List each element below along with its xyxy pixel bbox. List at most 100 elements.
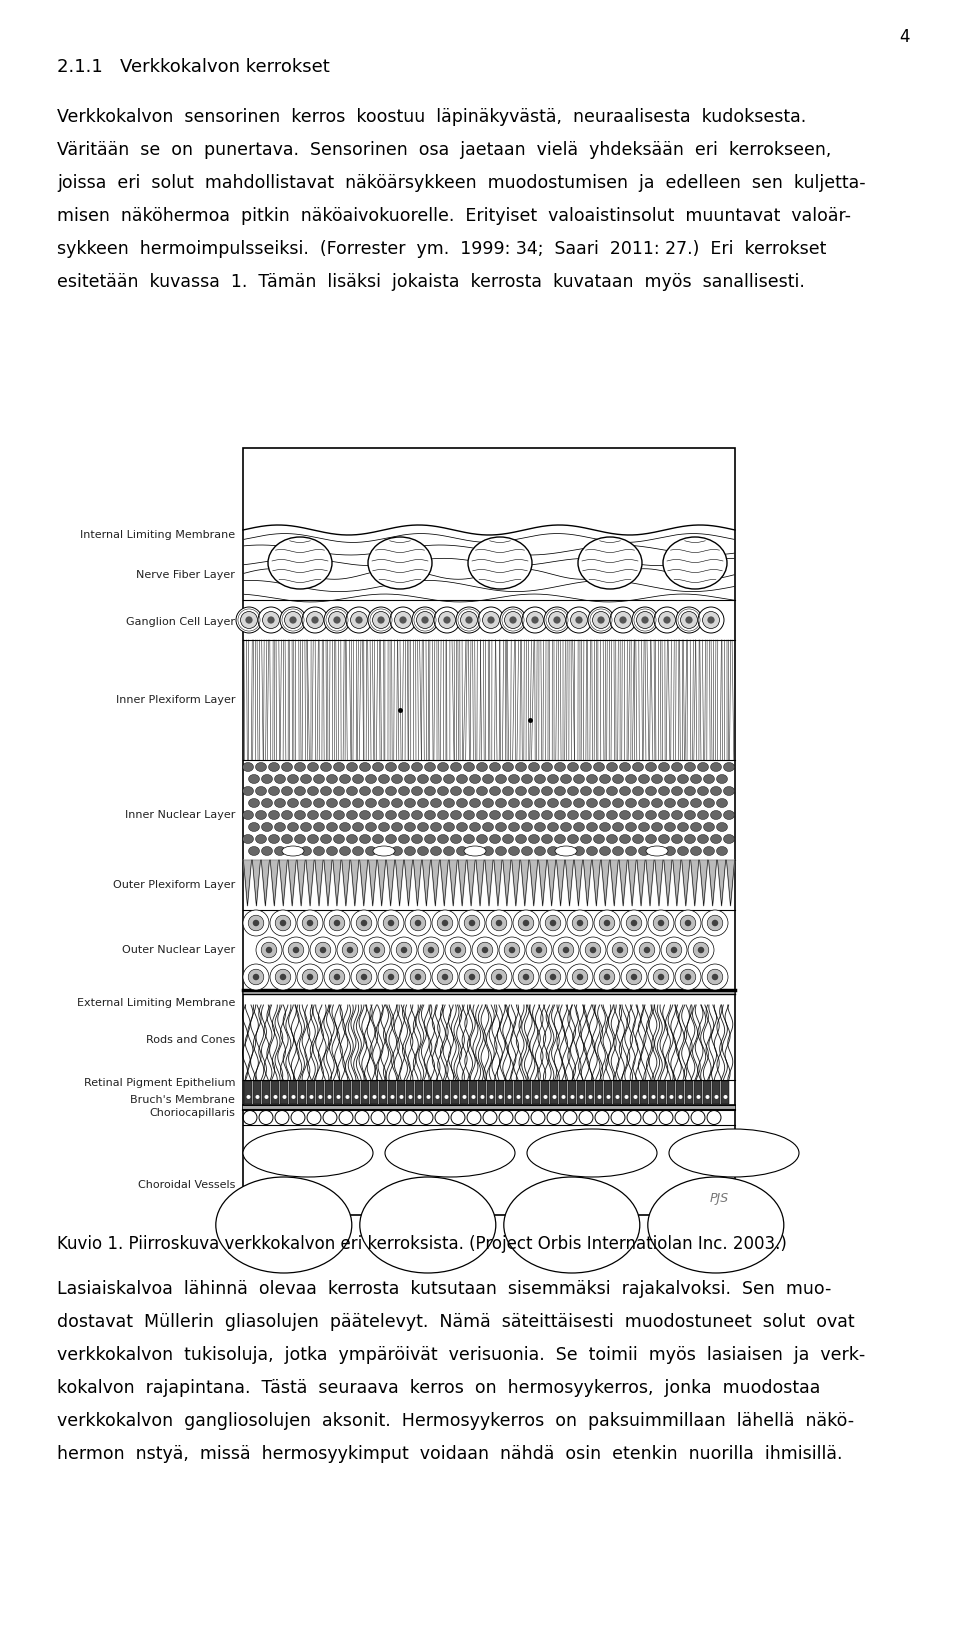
Ellipse shape [638, 823, 650, 831]
Circle shape [410, 916, 426, 931]
Text: misen  näköhermoa  pitkin  näköaivokuorelle.  Erityiset  valoaistinsolut  muunta: misen näköhermoa pitkin näköaivokuorelle… [57, 207, 851, 225]
Ellipse shape [504, 1176, 639, 1272]
Polygon shape [396, 861, 403, 906]
Ellipse shape [527, 1129, 657, 1176]
Ellipse shape [555, 763, 565, 771]
Ellipse shape [521, 823, 533, 831]
Circle shape [626, 916, 642, 931]
Ellipse shape [450, 763, 462, 771]
Ellipse shape [430, 823, 442, 831]
Circle shape [567, 909, 593, 936]
Bar [442, 1080, 450, 1105]
Polygon shape [682, 861, 690, 906]
Text: Ganglion Cell Layer: Ganglion Cell Layer [126, 617, 235, 626]
Ellipse shape [502, 810, 514, 820]
Ellipse shape [269, 763, 279, 771]
Circle shape [597, 617, 605, 623]
Ellipse shape [255, 786, 267, 796]
Ellipse shape [287, 799, 299, 807]
Text: Verkkokalvon  sensorinen  kerros  koostuu  läpinäkyvästä,  neuraalisesta  kudoks: Verkkokalvon sensorinen kerros koostuu l… [57, 107, 806, 125]
Ellipse shape [710, 763, 722, 771]
Ellipse shape [321, 810, 331, 820]
Circle shape [418, 937, 444, 963]
Circle shape [459, 965, 485, 989]
Bar [271, 1080, 279, 1105]
Circle shape [252, 919, 259, 926]
Circle shape [426, 1095, 430, 1098]
Ellipse shape [684, 786, 695, 796]
Circle shape [553, 937, 579, 963]
Circle shape [450, 942, 466, 958]
Circle shape [532, 617, 539, 623]
Ellipse shape [418, 846, 428, 856]
Circle shape [518, 970, 534, 984]
Circle shape [459, 909, 485, 936]
Bar [379, 1080, 387, 1105]
Circle shape [653, 970, 669, 984]
Ellipse shape [516, 763, 526, 771]
Ellipse shape [287, 774, 299, 784]
Ellipse shape [573, 774, 585, 784]
Ellipse shape [340, 823, 350, 831]
Polygon shape [503, 861, 511, 906]
Circle shape [355, 617, 363, 623]
Circle shape [417, 612, 434, 628]
Polygon shape [458, 861, 467, 906]
Ellipse shape [645, 763, 657, 771]
Circle shape [632, 607, 658, 633]
Polygon shape [619, 861, 627, 906]
Ellipse shape [724, 810, 734, 820]
Circle shape [652, 1095, 656, 1098]
Bar [676, 1080, 684, 1105]
Bar [694, 1080, 702, 1105]
Ellipse shape [333, 763, 345, 771]
Ellipse shape [255, 810, 267, 820]
Polygon shape [646, 861, 654, 906]
Circle shape [243, 965, 269, 989]
Circle shape [396, 942, 412, 958]
Circle shape [505, 612, 521, 628]
Ellipse shape [581, 810, 591, 820]
Circle shape [468, 919, 475, 926]
Ellipse shape [450, 810, 462, 820]
Bar [415, 1080, 423, 1105]
Polygon shape [431, 861, 440, 906]
Circle shape [247, 1095, 251, 1098]
Circle shape [588, 607, 614, 633]
Ellipse shape [469, 774, 481, 784]
Bar [316, 1080, 324, 1105]
Polygon shape [637, 861, 645, 906]
Ellipse shape [698, 810, 708, 820]
Ellipse shape [663, 537, 727, 589]
Circle shape [415, 919, 421, 926]
Circle shape [654, 607, 680, 633]
Circle shape [415, 973, 421, 979]
Ellipse shape [678, 774, 688, 784]
Ellipse shape [509, 823, 519, 831]
Circle shape [513, 965, 539, 989]
Circle shape [373, 947, 380, 953]
Ellipse shape [450, 786, 462, 796]
Ellipse shape [412, 835, 422, 843]
Ellipse shape [450, 835, 462, 843]
Ellipse shape [295, 786, 305, 796]
Polygon shape [244, 861, 252, 906]
Circle shape [509, 947, 516, 953]
Circle shape [383, 970, 398, 984]
Ellipse shape [633, 786, 643, 796]
Bar [352, 1080, 360, 1105]
Ellipse shape [340, 799, 350, 807]
Ellipse shape [352, 774, 364, 784]
Ellipse shape [599, 774, 611, 784]
Bar [496, 1080, 504, 1105]
Ellipse shape [464, 846, 486, 856]
Ellipse shape [671, 835, 683, 843]
Circle shape [439, 612, 455, 628]
Ellipse shape [593, 810, 605, 820]
Circle shape [702, 965, 728, 989]
Circle shape [711, 973, 718, 979]
Ellipse shape [243, 786, 253, 796]
Circle shape [679, 1095, 683, 1098]
Circle shape [708, 617, 714, 623]
Ellipse shape [386, 810, 396, 820]
